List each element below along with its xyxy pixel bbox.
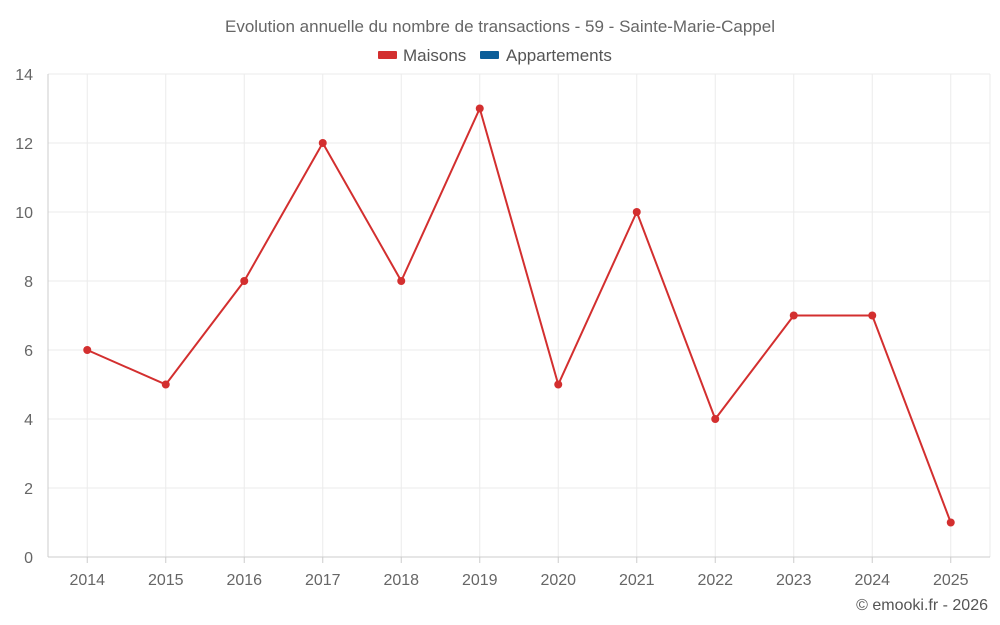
y-tick-label: 12 <box>15 136 33 153</box>
y-tick-label: 4 <box>24 412 33 429</box>
legend-swatch-appartements <box>480 51 499 59</box>
data-point-2022[interactable] <box>711 415 720 423</box>
x-tick-label: 2023 <box>776 572 812 589</box>
legend-label-maisons: Maisons <box>403 46 466 65</box>
legend-item-appartements[interactable]: Appartements <box>480 46 612 65</box>
data-point-2014[interactable] <box>83 346 92 354</box>
legend-label-appartements: Appartements <box>506 46 612 65</box>
chart-title: Evolution annuelle du nombre de transact… <box>225 17 775 36</box>
x-tick-label: 2015 <box>148 572 184 589</box>
legend-item-maisons[interactable]: Maisons <box>378 46 466 65</box>
x-tick-label: 2016 <box>226 572 262 589</box>
x-tick-label: 2025 <box>933 572 969 589</box>
y-tick-label: 10 <box>15 205 33 222</box>
data-point-2025[interactable] <box>946 518 955 527</box>
axes: 0 2 4 6 8 10 12 14 2014 2015 2016 2017 2018 2019 2020 2… <box>15 67 990 589</box>
x-tick-label: 2021 <box>619 572 655 589</box>
credit-text: © emooki.fr - 2026 <box>856 597 988 614</box>
x-tick-label: 2017 <box>305 572 341 589</box>
y-tick-label: 8 <box>24 274 33 291</box>
series-line-maisons <box>86 107 952 523</box>
data-point-2019[interactable] <box>475 104 484 113</box>
data-point-2017[interactable] <box>318 139 327 147</box>
data-point-2018[interactable] <box>397 277 406 285</box>
data-point-2023[interactable] <box>789 311 798 320</box>
x-tick-label: 2019 <box>462 572 498 589</box>
data-point-2016[interactable] <box>240 277 249 285</box>
x-tick-label: 2020 <box>540 572 576 589</box>
data-point-2015[interactable] <box>161 380 170 389</box>
data-point-2021[interactable] <box>632 208 641 216</box>
y-tick-label: 2 <box>24 481 33 498</box>
x-tick-label: 2024 <box>854 572 890 589</box>
legend-swatch-maisons <box>378 51 397 59</box>
legend: Maisons Appartements <box>378 46 612 65</box>
x-tick-label: 2022 <box>697 572 733 589</box>
data-point-2024[interactable] <box>868 311 877 320</box>
y-tick-label: 14 <box>15 67 33 84</box>
series-maisons <box>83 104 955 527</box>
x-tick-label: 2014 <box>69 572 105 589</box>
y-tick-label: 6 <box>24 343 33 360</box>
y-tick-label: 0 <box>24 550 33 567</box>
data-point-2020[interactable] <box>554 380 563 389</box>
x-tick-label: 2018 <box>383 572 419 589</box>
